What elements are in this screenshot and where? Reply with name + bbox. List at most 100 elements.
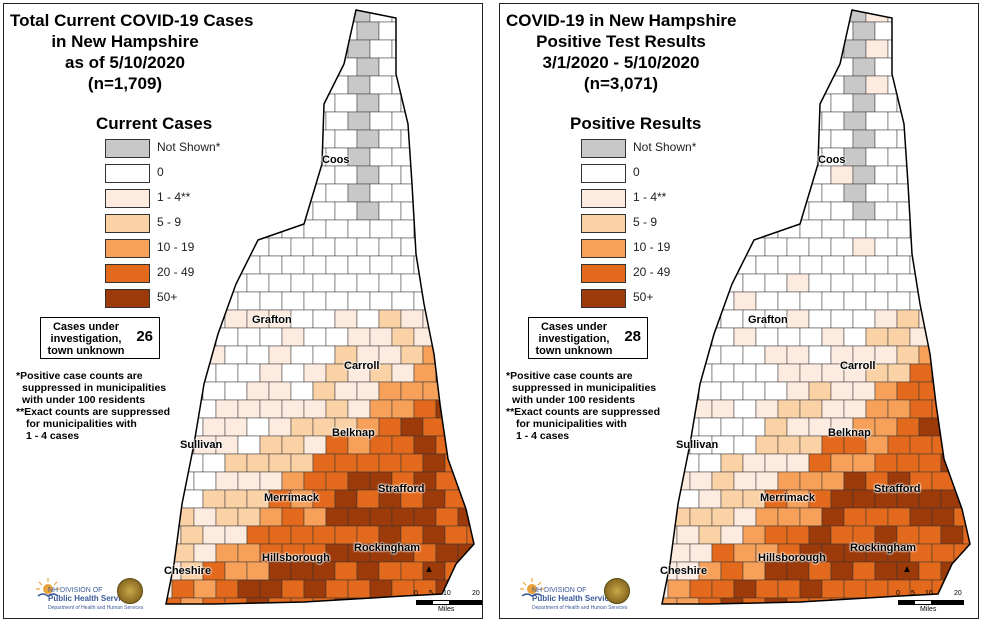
town-area (720, 345, 744, 365)
town-area (830, 21, 854, 41)
town-area (821, 10, 845, 23)
town-area (799, 291, 823, 311)
town-area (874, 165, 898, 185)
town-area (711, 363, 735, 383)
town-area (259, 183, 283, 203)
town-area (202, 237, 226, 257)
town-area (224, 201, 248, 221)
town-area (733, 579, 757, 599)
town-area (259, 435, 283, 455)
town-area (676, 525, 700, 545)
town-area (755, 147, 779, 167)
town-area (334, 309, 358, 329)
town-area (756, 616, 778, 618)
town-area (962, 345, 970, 365)
town-area (281, 363, 305, 383)
county-label-carroll: Carroll (840, 360, 876, 372)
town-area (303, 471, 327, 491)
title-line-4: (n=3,071) (583, 74, 659, 93)
town-area (777, 435, 801, 455)
town-area (378, 417, 402, 437)
town-area (667, 183, 691, 203)
town-area (180, 525, 204, 545)
town-area (755, 471, 779, 491)
town-area (422, 453, 446, 473)
unknown-town-count: 26 (136, 328, 153, 345)
town-area (400, 237, 424, 257)
town-area (764, 237, 788, 257)
town-area (733, 543, 757, 563)
town-area (444, 273, 468, 293)
town-area (711, 579, 735, 599)
town-area (259, 471, 283, 491)
town-area (931, 291, 955, 311)
town-area (202, 597, 226, 604)
town-area (392, 616, 414, 618)
county-label-merrimack: Merrimack (264, 492, 320, 504)
town-area (422, 381, 446, 401)
town-area (290, 57, 314, 77)
town-area (422, 129, 446, 149)
town-area (435, 507, 459, 527)
town-area (852, 309, 876, 329)
town-area (193, 183, 217, 203)
town-area (786, 273, 810, 293)
town-area (799, 75, 823, 95)
town-area (742, 165, 766, 185)
county-label-rockingham: Rockingham (850, 542, 917, 554)
town-area (435, 255, 459, 275)
town-area (347, 471, 371, 491)
unknown-town-count: 28 (624, 328, 641, 345)
nh-map-current (165, 9, 475, 618)
town-area (874, 21, 898, 41)
town-area (444, 57, 468, 77)
town-area (830, 381, 854, 401)
town-area (676, 237, 700, 257)
town-area (821, 291, 845, 311)
town-area (755, 363, 779, 383)
town-area (193, 471, 217, 491)
town-area (180, 201, 204, 221)
legend-swatch (105, 189, 150, 208)
town-area (166, 453, 182, 473)
title-line-2: in New Hampshire (51, 32, 199, 51)
county-label-grafton: Grafton (252, 314, 292, 326)
town-area (356, 453, 380, 473)
town-area (786, 525, 810, 545)
town-area (909, 219, 933, 239)
town-area (391, 435, 415, 455)
town-area (786, 129, 810, 149)
town-area (843, 291, 867, 311)
town-area (369, 219, 393, 239)
town-area (444, 93, 468, 113)
town-area (830, 201, 854, 221)
town-area (435, 111, 459, 131)
town-area (874, 345, 898, 365)
town-area (303, 507, 327, 527)
town-area (303, 39, 327, 59)
legend-swatch (581, 214, 626, 233)
current-cases-map-panel: Total Current COVID-19 Cases in New Hamp… (3, 3, 483, 619)
town-area (356, 381, 380, 401)
town-area (764, 525, 788, 545)
town-area (237, 543, 261, 563)
town-area (224, 453, 248, 473)
town-area (378, 21, 402, 41)
town-area (733, 183, 757, 203)
town-area (281, 111, 305, 131)
town-area (931, 75, 955, 95)
town-area (843, 579, 867, 599)
title-line-3: 3/1/2020 - 5/10/2020 (542, 53, 700, 72)
town-area (391, 255, 415, 275)
town-area (667, 579, 691, 599)
town-area (215, 543, 239, 563)
town-area (224, 345, 248, 365)
town-area (865, 75, 889, 95)
town-area (799, 255, 823, 275)
town-area (909, 183, 933, 203)
town-area (676, 273, 700, 293)
town-area (268, 453, 292, 473)
town-area (303, 255, 327, 275)
town-area (356, 597, 380, 604)
town-area (237, 363, 261, 383)
